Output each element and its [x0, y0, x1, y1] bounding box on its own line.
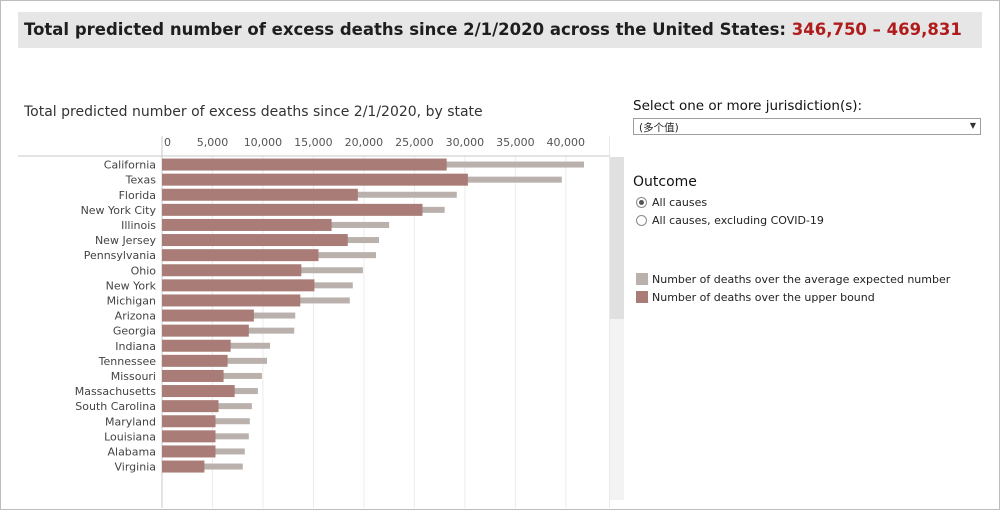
radio-unselected-icon[interactable]	[636, 214, 647, 226]
jurisdiction-select[interactable]: (多个值) ▼	[633, 118, 981, 135]
category-label: South Carolina	[75, 400, 156, 413]
bar-upper-bound	[162, 354, 228, 367]
bar-upper-bound	[162, 369, 224, 382]
category-label: Illinois	[121, 219, 156, 232]
bar-upper-bound	[162, 415, 216, 428]
jurisdiction-select-value: (多个值)	[639, 122, 679, 134]
category-label: Louisiana	[104, 430, 156, 443]
bar-upper-bound	[162, 445, 216, 458]
dropdown-arrow-icon[interactable]: ▼	[969, 121, 976, 130]
bar-upper-bound	[162, 294, 301, 307]
x-tick-label: 0	[164, 136, 171, 149]
category-label: Maryland	[105, 415, 156, 428]
x-tick-label: 25,000	[395, 136, 434, 149]
category-label: Virginia	[115, 461, 156, 474]
category-label: Ohio	[131, 264, 157, 277]
bar-upper-bound	[162, 203, 423, 216]
legend-swatch-upper-bound	[636, 291, 648, 303]
bar-upper-bound	[162, 158, 447, 171]
bar-upper-bound	[162, 385, 235, 398]
x-tick-label: 5,000	[197, 136, 229, 149]
category-label: Georgia	[113, 325, 156, 338]
summary-banner-text: Total predicted number of excess deaths …	[24, 20, 962, 39]
x-tick-label: 40,000	[547, 136, 586, 149]
x-tick-label: 15,000	[294, 136, 333, 149]
summary-banner: Total predicted number of excess deaths …	[18, 12, 982, 48]
banner-prefix: Total predicted number of excess deaths …	[24, 20, 786, 39]
legend-item-upper-bound[interactable]: Number of deaths over the upper bound	[636, 290, 875, 304]
x-tick-label: 35,000	[496, 136, 535, 149]
category-label: Alabama	[107, 445, 156, 458]
bar-upper-bound	[162, 264, 302, 277]
outcome-option-label[interactable]: All causes, excluding COVID-19	[652, 213, 824, 227]
bar-upper-bound	[162, 400, 219, 413]
category-label: Indiana	[115, 340, 156, 353]
category-label: Massachusetts	[75, 385, 157, 398]
banner-range: 346,750 – 469,831	[791, 20, 962, 39]
x-tick-label: 10,000	[244, 136, 283, 149]
jurisdiction-filter-label: Select one or more jurisdiction(s):	[633, 98, 863, 114]
bar-upper-bound	[162, 218, 332, 231]
bar-upper-bound	[162, 279, 315, 292]
bar-upper-bound	[162, 249, 319, 262]
category-label: Missouri	[111, 370, 156, 383]
bar-upper-bound	[162, 234, 348, 247]
legend-label: Number of deaths over the average expect…	[652, 272, 951, 286]
legend-label: Number of deaths over the upper bound	[652, 290, 875, 304]
category-label: New Jersey	[95, 234, 157, 247]
category-label: Michigan	[107, 294, 156, 307]
category-label: Florida	[119, 189, 156, 202]
outcome-option-excluding-covid[interactable]: All causes, excluding COVID-19	[636, 213, 824, 227]
bar-upper-bound	[162, 430, 216, 443]
bar-upper-bound	[162, 309, 254, 322]
category-label: Arizona	[115, 310, 156, 323]
category-label: New York	[106, 279, 157, 292]
bar-upper-bound	[162, 460, 205, 473]
category-label: California	[104, 159, 156, 172]
legend-swatch-average	[636, 273, 648, 285]
category-label: Pennsylvania	[84, 249, 156, 262]
chart-scrollbar-thumb[interactable]	[610, 157, 624, 319]
outcome-option-label[interactable]: All causes	[652, 195, 708, 209]
category-label: Tennessee	[98, 355, 157, 368]
category-label: New York City	[81, 204, 157, 217]
legend-item-average[interactable]: Number of deaths over the average expect…	[636, 272, 950, 286]
excess-deaths-bar-chart: 0 5,000 10,000 15,000 20,000 25,000 30,000 35,0…	[18, 136, 610, 508]
outcome-title: Outcome	[633, 174, 697, 190]
category-label: Texas	[125, 174, 157, 187]
outcome-option-all-causes[interactable]: All causes	[636, 195, 707, 209]
bar-upper-bound	[162, 188, 358, 201]
bar-upper-bound	[162, 339, 231, 352]
radio-selected-icon[interactable]	[636, 196, 647, 208]
bar-upper-bound	[162, 324, 249, 337]
chart-title: Total predicted number of excess deaths …	[24, 104, 483, 120]
bar-upper-bound	[162, 173, 468, 186]
x-tick-label: 20,000	[345, 136, 384, 149]
x-tick-label: 30,000	[446, 136, 485, 149]
